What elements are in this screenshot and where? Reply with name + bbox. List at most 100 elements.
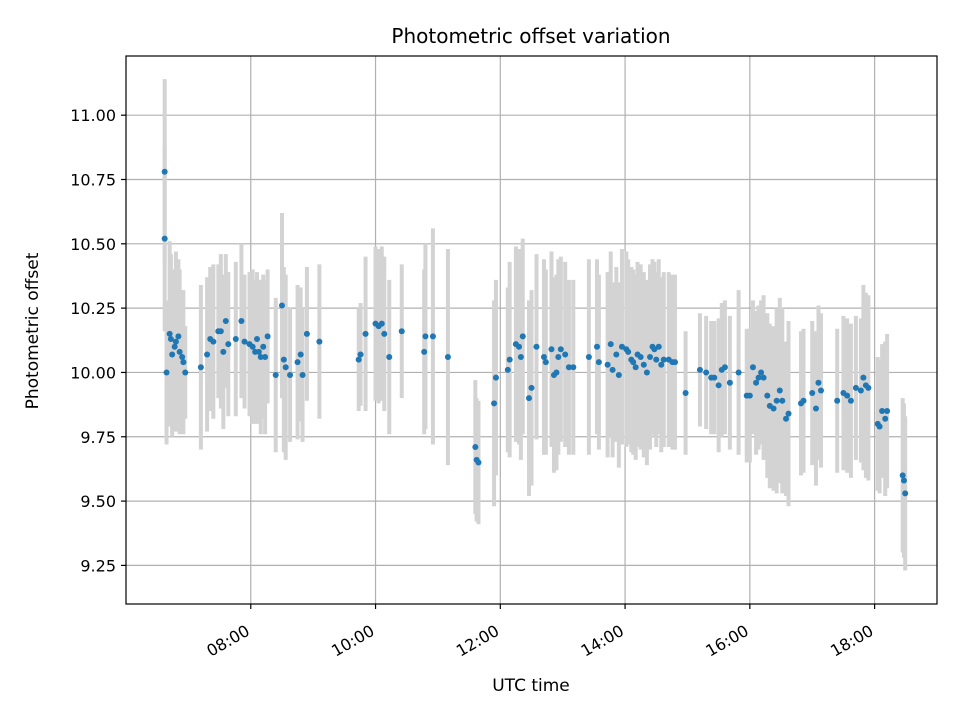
data-point bbox=[540, 354, 547, 361]
data-point bbox=[604, 361, 611, 368]
data-point bbox=[166, 330, 173, 337]
data-point bbox=[316, 338, 323, 345]
data-point bbox=[721, 364, 728, 371]
y-tick-label: 10.75 bbox=[70, 170, 116, 189]
data-point bbox=[779, 397, 786, 404]
data-point bbox=[421, 348, 428, 355]
data-point bbox=[618, 343, 625, 350]
data-point bbox=[764, 392, 771, 399]
data-point bbox=[355, 356, 362, 363]
data-point bbox=[179, 354, 186, 361]
data-point bbox=[696, 366, 703, 373]
data-point bbox=[655, 343, 662, 350]
data-point bbox=[640, 361, 647, 368]
data-point bbox=[595, 359, 602, 366]
data-point bbox=[303, 330, 310, 337]
data-point bbox=[884, 408, 891, 415]
data-point bbox=[249, 343, 256, 350]
data-point bbox=[238, 317, 245, 324]
data-point bbox=[555, 354, 562, 361]
data-point bbox=[643, 369, 650, 376]
data-point bbox=[506, 356, 513, 363]
data-point bbox=[241, 338, 248, 345]
data-point bbox=[746, 392, 753, 399]
data-point bbox=[609, 366, 616, 373]
data-point bbox=[847, 397, 854, 404]
data-point bbox=[902, 490, 909, 497]
data-point bbox=[210, 338, 217, 345]
data-point bbox=[294, 359, 301, 366]
data-point bbox=[585, 354, 592, 361]
data-point bbox=[613, 351, 620, 358]
y-tick-label: 9.75 bbox=[80, 428, 116, 447]
data-point bbox=[860, 374, 867, 381]
data-point bbox=[812, 405, 819, 412]
data-point bbox=[879, 408, 886, 415]
y-axis-ticks: 9.25 9.50 9.75 10.00 10.25 10.50 10.75 11.00 bbox=[70, 106, 126, 575]
data-point bbox=[857, 387, 864, 394]
data-point bbox=[260, 343, 267, 350]
data-points bbox=[161, 168, 909, 497]
data-point bbox=[647, 354, 654, 361]
data-point bbox=[163, 369, 170, 376]
data-point bbox=[272, 372, 279, 379]
data-point bbox=[492, 374, 499, 381]
data-point bbox=[758, 369, 765, 376]
data-point bbox=[176, 348, 183, 355]
data-point bbox=[255, 348, 262, 355]
chart-title: Photometric offset variation bbox=[391, 24, 670, 48]
data-point bbox=[594, 343, 601, 350]
data-point bbox=[632, 364, 639, 371]
data-point bbox=[280, 356, 287, 363]
y-tick-label: 9.50 bbox=[80, 492, 116, 511]
data-point bbox=[517, 354, 524, 361]
data-point bbox=[472, 444, 479, 451]
data-point bbox=[204, 351, 211, 358]
data-point bbox=[548, 346, 555, 353]
data-point bbox=[378, 320, 385, 327]
data-point bbox=[770, 405, 777, 412]
data-point bbox=[749, 364, 756, 371]
data-point bbox=[726, 379, 733, 386]
data-point bbox=[625, 348, 632, 355]
data-point bbox=[264, 333, 271, 340]
data-point bbox=[297, 351, 304, 358]
data-point bbox=[533, 343, 540, 350]
data-point bbox=[491, 400, 498, 407]
y-tick-label: 10.50 bbox=[70, 235, 116, 254]
data-point bbox=[900, 477, 907, 484]
data-point bbox=[180, 359, 187, 366]
data-point bbox=[475, 459, 482, 466]
data-point bbox=[504, 366, 511, 373]
data-point bbox=[519, 333, 526, 340]
data-point bbox=[760, 374, 767, 381]
data-point bbox=[651, 346, 658, 353]
data-point bbox=[422, 333, 429, 340]
data-point bbox=[217, 328, 224, 335]
data-point bbox=[528, 384, 535, 391]
data-point bbox=[865, 384, 872, 391]
data-point bbox=[607, 341, 614, 348]
data-point bbox=[161, 235, 168, 242]
data-point bbox=[299, 372, 306, 379]
data-point bbox=[882, 415, 889, 422]
data-point bbox=[171, 343, 178, 350]
data-point bbox=[516, 343, 523, 350]
data-point bbox=[169, 351, 176, 358]
y-axis-title: Photometric offset bbox=[23, 252, 43, 409]
y-tick-label: 11.00 bbox=[70, 106, 116, 125]
data-point bbox=[570, 364, 577, 371]
data-point bbox=[711, 374, 718, 381]
data-point bbox=[703, 369, 710, 376]
data-point bbox=[899, 472, 906, 479]
data-point bbox=[362, 330, 369, 337]
data-point bbox=[557, 346, 564, 353]
data-point bbox=[735, 369, 742, 376]
data-point bbox=[182, 369, 189, 376]
data-point bbox=[232, 336, 239, 343]
y-tick-label: 10.25 bbox=[70, 299, 116, 318]
data-point bbox=[562, 351, 569, 358]
data-point bbox=[197, 364, 204, 371]
data-point bbox=[682, 390, 689, 397]
